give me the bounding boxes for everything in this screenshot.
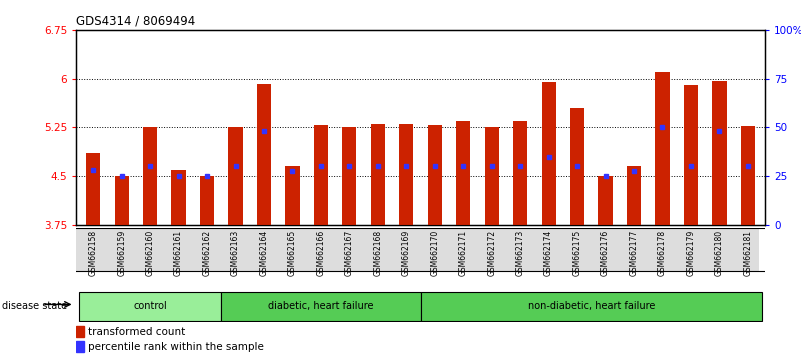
Text: GSM662169: GSM662169 (402, 230, 411, 276)
Bar (456, 121, 470, 225)
FancyBboxPatch shape (79, 292, 221, 321)
Text: GSM662163: GSM662163 (231, 230, 240, 276)
Bar (741, 126, 755, 225)
Bar (399, 124, 413, 225)
Bar (684, 85, 698, 225)
Text: GSM662166: GSM662166 (316, 230, 325, 276)
Text: GSM662167: GSM662167 (345, 230, 354, 276)
Bar (570, 108, 584, 225)
Text: GDS4314 / 8069494: GDS4314 / 8069494 (76, 14, 195, 27)
Text: GSM662161: GSM662161 (174, 230, 183, 276)
Text: disease state: disease state (2, 301, 67, 311)
Text: GSM662174: GSM662174 (544, 230, 553, 276)
Bar (257, 84, 271, 225)
Bar (371, 124, 385, 225)
Text: control: control (133, 301, 167, 311)
Text: GSM662165: GSM662165 (288, 230, 297, 276)
Text: GSM662180: GSM662180 (715, 230, 724, 276)
Bar (598, 176, 613, 225)
Text: GSM662177: GSM662177 (630, 230, 638, 276)
Bar (143, 127, 157, 225)
Bar (76, 326, 84, 337)
Text: GSM662178: GSM662178 (658, 230, 667, 276)
Bar (541, 82, 556, 225)
Text: GSM662173: GSM662173 (516, 230, 525, 276)
Text: GSM662176: GSM662176 (601, 230, 610, 276)
Bar (228, 127, 243, 225)
FancyBboxPatch shape (221, 292, 421, 321)
Text: GSM662172: GSM662172 (487, 230, 496, 276)
FancyBboxPatch shape (421, 292, 762, 321)
Bar (712, 81, 727, 225)
Text: non-diabetic, heart failure: non-diabetic, heart failure (528, 301, 655, 311)
Bar (314, 125, 328, 225)
Text: GSM662175: GSM662175 (573, 230, 582, 276)
Bar (285, 166, 300, 225)
Text: GSM662179: GSM662179 (686, 230, 695, 276)
Bar (513, 121, 527, 225)
Bar (115, 176, 129, 225)
Bar (428, 125, 442, 225)
Text: GSM662168: GSM662168 (373, 230, 382, 276)
Bar (655, 72, 670, 225)
Text: diabetic, heart failure: diabetic, heart failure (268, 301, 373, 311)
Text: GSM662162: GSM662162 (203, 230, 211, 276)
Bar (171, 170, 186, 225)
Bar (627, 166, 641, 225)
Text: GSM662164: GSM662164 (260, 230, 268, 276)
Text: GSM662170: GSM662170 (430, 230, 439, 276)
Text: transformed count: transformed count (88, 327, 186, 337)
Bar (86, 153, 100, 225)
Text: GSM662158: GSM662158 (89, 230, 98, 276)
Bar (76, 341, 84, 353)
Text: GSM662159: GSM662159 (117, 230, 126, 276)
Bar (485, 127, 499, 225)
Text: GSM662160: GSM662160 (146, 230, 155, 276)
Bar (200, 176, 214, 225)
Bar (342, 127, 356, 225)
Text: GSM662181: GSM662181 (743, 230, 752, 276)
Text: percentile rank within the sample: percentile rank within the sample (88, 342, 264, 352)
Text: GSM662171: GSM662171 (459, 230, 468, 276)
Bar (76, 228, 759, 271)
